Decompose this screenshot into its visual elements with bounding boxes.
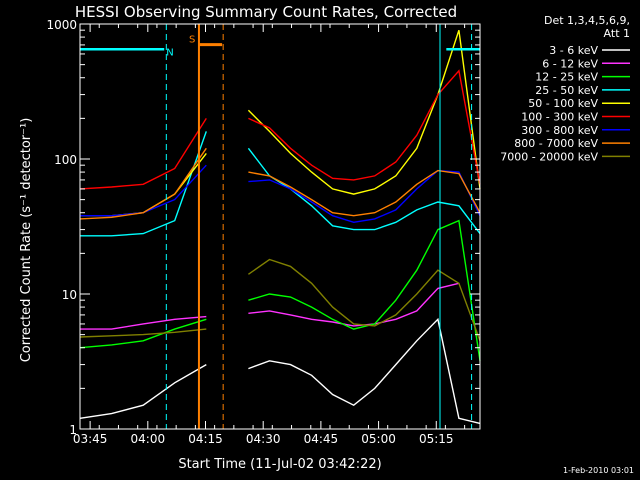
x-tick-label-4: 04:45 — [304, 432, 339, 446]
y-axis: 1 10 100 1000 — [46, 18, 480, 437]
series-line-100-300kev — [79, 69, 481, 190]
x-axis: 03:45 04:00 04:15 04:30 04:45 05:00 05:15 — [73, 24, 466, 446]
series-line-7000-20000kev — [79, 258, 481, 342]
legend-header-2: Att 1 — [604, 27, 630, 40]
plot-frame — [79, 23, 481, 430]
plot-area: NS — [79, 24, 481, 429]
footer-date: 1-Feb-2010 03:01 — [563, 466, 634, 475]
x-tick-label-5: 05:00 — [361, 432, 396, 446]
legend-label-7: 800 - 7000 keV — [514, 137, 598, 150]
legend-label-1: 6 - 12 keV — [542, 57, 598, 70]
chart-title: HESSI Observing Summary Count Rates, Cor… — [75, 3, 457, 21]
x-axis-label: Start Time (11-Jul-02 03:42:22) — [178, 457, 381, 472]
legend-label-5: 100 - 300 keV — [521, 111, 598, 124]
series-line-12-25kev — [79, 219, 481, 361]
series-line-3-6kev — [79, 317, 481, 425]
y-tick-label-3: 1000 — [46, 18, 77, 32]
segment-label-s: S — [189, 35, 195, 46]
series-line-800-7000kev — [79, 147, 481, 220]
legend-label-8: 7000 - 20000 keV — [500, 150, 598, 163]
legend-label-2: 12 - 25 keV — [535, 71, 598, 84]
series-line-6-12kev — [80, 282, 460, 330]
x-tick-label-6: 05:15 — [419, 432, 454, 446]
x-tick-label-2: 04:15 — [188, 432, 223, 446]
y-tick-label-2: 100 — [54, 153, 77, 167]
y-tick-label-0: 1 — [69, 423, 77, 437]
legend-label-0: 3 - 6 keV — [549, 44, 598, 57]
x-tick-label-0: 03:45 — [73, 432, 108, 446]
x-tick-label-3: 04:30 — [246, 432, 281, 446]
x-tick-label-1: 04:00 — [131, 432, 166, 446]
legend-header-1: Det 1,3,4,5,6,9, — [544, 14, 630, 27]
legend-label-6: 300 - 800 keV — [521, 124, 598, 137]
legend-label-4: 50 - 100 keV — [528, 97, 598, 110]
segment-label-n: N — [166, 47, 173, 58]
y-axis-label: Corrected Count Rate (s⁻¹ detector⁻¹) — [19, 118, 34, 363]
legend-label-3: 25 - 50 keV — [535, 84, 598, 97]
y-tick-label-1: 10 — [62, 288, 77, 302]
